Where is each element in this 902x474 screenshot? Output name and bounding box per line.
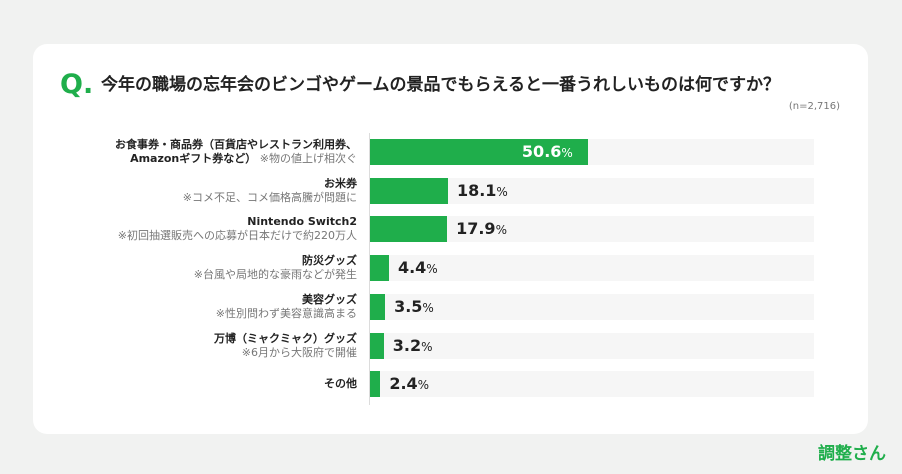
category-label: その他 — [324, 377, 357, 390]
bar-track — [370, 255, 814, 281]
question-title: 今年の職場の忘年会のビンゴやゲームの景品でもらえると一番うれしいものは何ですか？ — [101, 75, 780, 95]
bar-track — [370, 371, 814, 397]
bar — [370, 216, 448, 242]
chart-axis-line — [369, 133, 370, 405]
question-prefix: Q. — [60, 69, 94, 100]
data-label: 50.6% — [521, 142, 573, 161]
data-label: 4.4% — [397, 258, 438, 277]
category-label: お食事券・商品券（百貨店やレストラン利用券、 Amazonギフト券など） ※物の値… — [115, 138, 357, 165]
category-label: 万博（ミャクミャク）グッズ ※6月から大阪府で開催 — [214, 332, 357, 359]
category-label: Nintendo Switch2 ※初回抽選販売への応募が日本だけで約220万人 — [117, 215, 357, 242]
brand-logo: 調整さん — [818, 444, 886, 464]
bar-track — [370, 333, 814, 359]
category-label: 防災グッズ ※台風や局地的な豪雨などが発生 — [193, 254, 357, 281]
category-label: 美容グッズ ※性別問わず美容意識高まる — [215, 293, 357, 320]
data-label: 17.9% — [456, 219, 507, 238]
bar — [370, 178, 448, 204]
bar — [370, 294, 386, 320]
sample-size: (n=2,716) — [788, 101, 840, 112]
bar — [370, 333, 384, 359]
bar — [370, 371, 381, 397]
data-label: 3.5% — [394, 297, 434, 316]
bar-track — [370, 294, 814, 320]
bar — [370, 255, 389, 281]
bar — [370, 139, 588, 165]
data-label: 18.1% — [456, 181, 508, 200]
category-label: お米券 ※コメ不足、コメ価格高騰が問題に — [182, 177, 357, 204]
data-label: 3.2% — [392, 336, 433, 355]
data-label: 2.4% — [389, 374, 430, 393]
